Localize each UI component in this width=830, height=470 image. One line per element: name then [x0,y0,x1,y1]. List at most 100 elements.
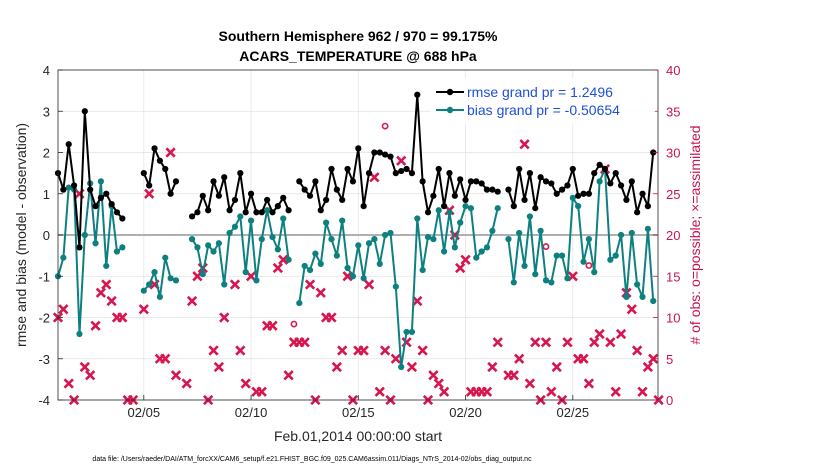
rmse-point [301,186,308,193]
obs-assimilated-marker [315,287,326,298]
bias-point [113,248,121,255]
bias-point [553,252,560,259]
rmse-point [264,196,271,204]
rmse-point [242,209,249,216]
obs-assimilated-marker [208,345,219,356]
bias-point [264,207,271,214]
bias-point [231,223,239,230]
obs-assimilated-marker [192,271,203,282]
rmse-point [424,209,432,216]
obs-assimilated-marker [117,312,128,323]
bias-point [146,281,153,288]
rmse-point [532,205,539,212]
bias-point [462,203,469,210]
bias-point [387,229,394,237]
rmse-point [323,196,330,204]
bias-point [60,254,67,261]
bias-point [194,244,201,251]
bias-point [457,219,464,226]
bias-point [242,269,249,276]
bias-point [537,227,544,234]
bias-point [296,299,303,307]
bias-point [617,231,625,239]
rmse-point [607,180,614,187]
rmse-point [483,186,491,193]
y-tick-label: -1 [38,269,50,284]
obs-assimilated-marker [455,262,466,274]
bias-point [398,363,405,371]
y2-tick-label: 20 [666,228,680,243]
bias-point [140,287,147,294]
obs-assimilated-marker [605,337,616,348]
rmse-point [119,215,126,222]
rmse-point [328,165,335,173]
x-tick-label: 02/25 [557,405,590,420]
obs-assimilated-marker [508,370,519,381]
bias-point [451,244,458,251]
x-tick-label: 02/10 [235,405,268,420]
rmse-point [526,170,534,177]
rmse-point [446,170,453,177]
obs-assimilated-marker [379,345,391,356]
rmse-point [296,178,303,185]
rmse-point [585,190,592,197]
y-axis-label: rmse and bias (model - observation) [13,123,29,347]
bias-point [532,271,539,278]
rmse-point [317,207,324,214]
obs-assimilated-marker [256,386,267,397]
bias-point [542,277,550,284]
obs-assimilated-marker [272,262,284,274]
y2-tick-label: 30 [666,146,680,161]
bias-point [172,277,180,284]
rmse-point [451,192,458,199]
bias-point [505,236,512,243]
rmse-point [537,174,544,181]
bias-point [516,229,523,237]
bias-point [634,281,641,288]
rmse-point [274,203,281,210]
obs-assimilated-marker [524,378,536,389]
legend-rmse-marker [446,88,454,96]
obs-assimilated-marker [487,361,498,373]
y-tick-label: 0 [43,228,50,243]
rmse-point [65,141,72,148]
obs-assimilated-marker [396,155,407,166]
bias-point [424,233,432,241]
rmse-point [306,192,314,199]
bias-point [419,266,426,274]
obs-assimilated-marker [219,312,230,323]
rmse-point [639,190,646,197]
obs-possible-marker [585,262,593,269]
bias-point [510,279,517,286]
bias-point [403,328,410,336]
obs-assimilated-marker [326,312,337,323]
obs-assimilated-marker [58,304,69,315]
bias-point [312,250,319,257]
obs-assimilated-marker [492,337,503,348]
legend: rmse grand pr = 1.2496 bias grand pr = -… [430,78,655,124]
y2-tick-label: 40 [666,63,680,78]
bias-point [414,215,421,222]
obs-assimilated-marker [165,147,176,158]
rmse-point [558,186,566,193]
rmse-point [382,151,389,158]
obs-assimilated-marker [653,394,664,406]
rmse-point [365,170,373,177]
obs-assimilated-marker [369,172,380,183]
bias-point [344,264,351,272]
obs-assimilated-marker [637,386,648,397]
y-tick-label: 2 [43,146,50,161]
rmse-point [103,190,110,197]
legend-rmse-label: rmse grand pr = 1.2496 [467,84,613,100]
bias-point [269,233,276,241]
rmse-point [199,192,206,199]
bias-point [623,293,630,300]
bias-point [221,281,228,288]
obs-assimilated-marker [101,279,112,290]
obs-assimilated-marker [583,378,595,389]
rmse-point [403,165,410,173]
obs-assimilated-marker [615,328,627,340]
obs-possible-marker [542,243,550,250]
bias-point [526,213,534,220]
obs-assimilated-marker [299,337,310,348]
